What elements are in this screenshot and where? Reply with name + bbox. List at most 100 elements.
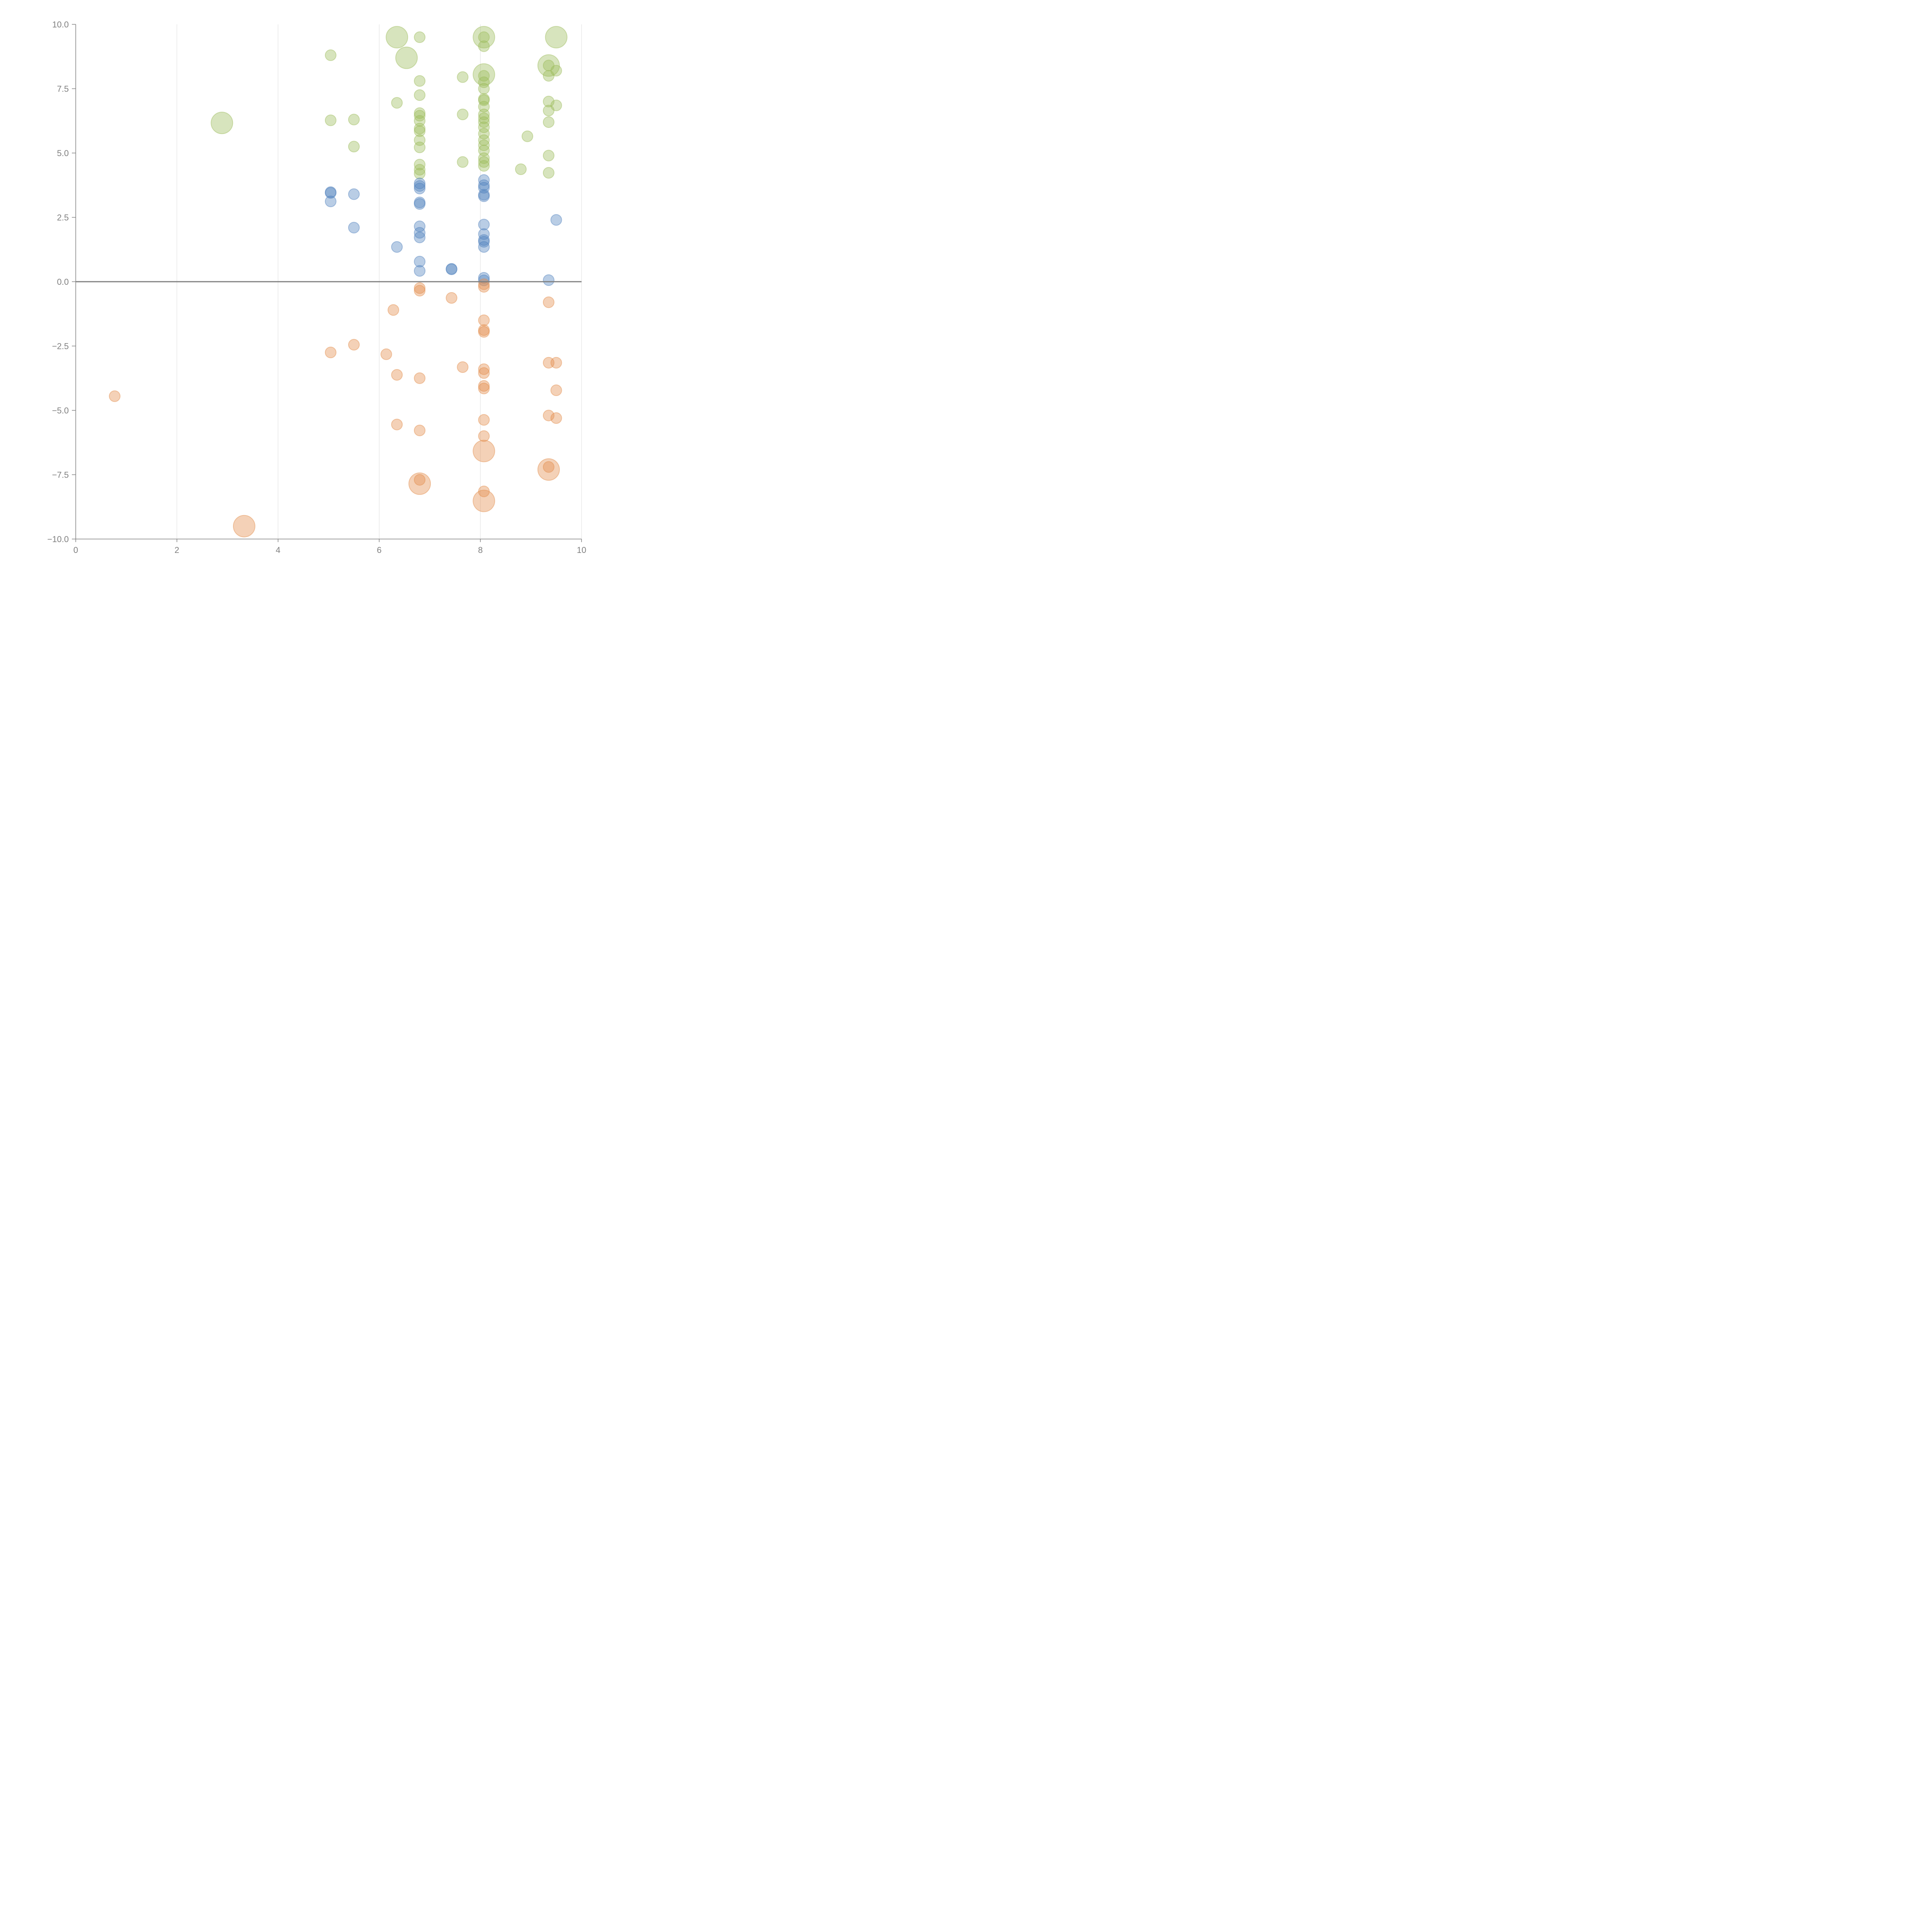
point-high-31 <box>348 114 360 126</box>
point-high-9 <box>543 60 554 71</box>
point-high-48 <box>543 150 554 162</box>
point-high-49 <box>478 152 490 164</box>
point-mid-6 <box>325 186 337 198</box>
x-tick-label: 0 <box>73 545 78 555</box>
point-high-25 <box>543 105 554 117</box>
point-high-1 <box>414 31 426 43</box>
scatter-chart: 0 2 4 6 8 10 10.0 7.5 5.0 2.5 0.0 −2.5 −5.0 −7.5 −10.… <box>47 20 586 555</box>
point-low-1 <box>478 281 490 293</box>
point-high-42 <box>478 134 490 146</box>
point-low-20 <box>478 380 490 392</box>
point-low-30 <box>473 440 495 463</box>
point-high-14 <box>457 71 469 83</box>
y-tick-label: 5.0 <box>57 148 69 158</box>
y-tick-label: −10.0 <box>47 534 69 544</box>
point-high-8 <box>537 54 560 77</box>
x-tick-label: 4 <box>276 545 280 555</box>
point-high-11 <box>473 63 495 86</box>
point-high-37 <box>478 121 490 133</box>
x-tick-label: 6 <box>377 545 381 555</box>
point-high-6 <box>325 49 337 61</box>
point-low-35 <box>478 485 490 497</box>
point-mid-15 <box>478 219 490 231</box>
point-high-52 <box>414 158 426 170</box>
point-mid-29 <box>478 272 490 284</box>
point-mid-28 <box>414 265 426 277</box>
point-high-30 <box>478 112 490 124</box>
point-high-47 <box>478 145 490 156</box>
point-high-29 <box>414 110 426 122</box>
point-high-43 <box>414 134 426 146</box>
point-high-24 <box>478 101 490 113</box>
point-low-4 <box>446 292 457 304</box>
point-high-16 <box>478 76 490 88</box>
y-tick-label: −2.5 <box>52 342 69 351</box>
y-tick-label: 7.5 <box>57 84 69 94</box>
point-low-26 <box>478 414 490 426</box>
x-axis-ticks: 0 2 4 6 8 10 <box>73 539 586 555</box>
point-high-7 <box>395 46 418 69</box>
y-tick-label: 0.0 <box>57 277 69 287</box>
point-low-2 <box>414 282 426 294</box>
point-mid-12 <box>414 196 426 208</box>
point-mid-2 <box>478 179 490 191</box>
point-low-7 <box>478 314 490 326</box>
point-high-36 <box>211 112 233 134</box>
point-mid-17 <box>348 222 360 234</box>
point-low-3 <box>414 285 426 297</box>
point-high-32 <box>325 114 337 126</box>
point-low-19 <box>414 372 426 384</box>
point-high-53 <box>478 160 490 172</box>
point-mid-18 <box>414 227 426 239</box>
point-high-26 <box>414 107 426 119</box>
point-high-17 <box>478 83 490 95</box>
point-mid-20 <box>414 231 426 243</box>
point-high-57 <box>414 168 426 180</box>
point-low-31 <box>543 461 554 473</box>
point-high-50 <box>457 156 469 168</box>
point-mid-0 <box>478 174 490 186</box>
point-low-25 <box>550 412 562 424</box>
point-low-17 <box>478 367 490 379</box>
point-high-44 <box>478 139 490 151</box>
point-high-0 <box>386 26 408 49</box>
point-low-33 <box>414 474 426 486</box>
point-low-10 <box>348 339 360 351</box>
point-high-41 <box>521 130 533 142</box>
point-mid-14 <box>550 214 562 226</box>
point-high-34 <box>478 116 490 128</box>
point-high-33 <box>414 115 426 127</box>
point-high-15 <box>414 75 426 87</box>
y-tick-label: 10.0 <box>52 20 69 29</box>
point-high-22 <box>391 97 403 109</box>
point-low-28 <box>414 424 426 436</box>
point-high-40 <box>478 128 490 140</box>
point-low-22 <box>550 384 562 396</box>
point-mid-1 <box>414 177 426 189</box>
point-high-23 <box>550 99 562 111</box>
point-high-2 <box>473 26 495 49</box>
point-mid-26 <box>446 263 457 275</box>
point-low-9 <box>478 326 490 338</box>
point-high-54 <box>515 163 527 175</box>
point-high-38 <box>414 122 426 134</box>
point-low-37 <box>233 515 255 537</box>
point-low-8 <box>478 324 490 336</box>
point-high-19 <box>478 93 490 105</box>
point-mid-11 <box>325 196 337 207</box>
point-low-14 <box>550 357 562 369</box>
point-low-18 <box>391 369 403 381</box>
point-low-24 <box>543 410 554 422</box>
point-high-35 <box>543 116 554 128</box>
point-mid-10 <box>478 190 490 202</box>
point-high-46 <box>414 141 426 153</box>
point-low-23 <box>109 390 121 402</box>
point-high-55 <box>414 164 426 176</box>
point-low-11 <box>325 347 337 359</box>
point-high-4 <box>545 26 568 49</box>
y-tick-label: −5.0 <box>52 406 69 415</box>
point-mid-27 <box>446 264 457 276</box>
point-low-16 <box>478 363 490 375</box>
point-mid-25 <box>414 256 426 268</box>
point-high-20 <box>478 94 490 106</box>
